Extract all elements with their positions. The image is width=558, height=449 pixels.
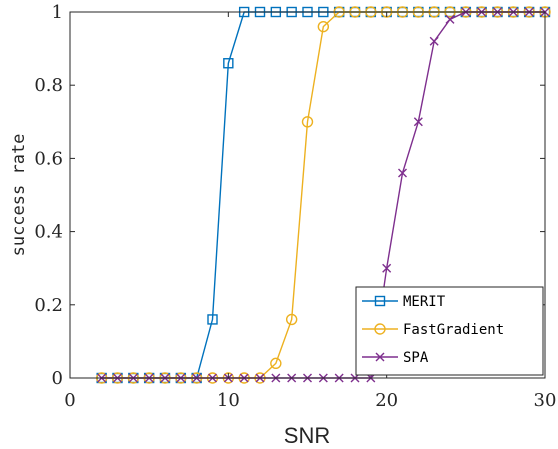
y-tick-label: 0.2 (34, 295, 63, 316)
x-tick-label: 30 (534, 390, 557, 411)
legend: MERIT FastGradient SPA (355, 286, 544, 376)
x-tick-label: 10 (217, 390, 240, 411)
y-tick-label: 0.8 (34, 75, 63, 96)
data-point-spa (382, 263, 392, 273)
y-tick-label: 1 (52, 2, 63, 23)
data-point-fastgradient (317, 20, 330, 33)
axes-box (69, 11, 546, 379)
legend-item-fastgradient: FastGradient (362, 322, 504, 338)
legend-label: MERIT (403, 294, 446, 310)
legend-label: SPA (403, 350, 429, 366)
y-tick-label: 0.6 (34, 148, 63, 169)
data-point-spa (429, 36, 439, 46)
data-point-merit (223, 58, 234, 69)
y-axis-label: success rate (9, 134, 29, 257)
data-point-merit (207, 314, 218, 325)
legend-marker (375, 352, 385, 362)
x-axis-label: SNR (284, 423, 330, 448)
data-point-spa (445, 14, 455, 24)
legend-label: FastGradient (403, 322, 504, 338)
data-point-spa (398, 168, 407, 178)
legend-item-merit: MERIT (362, 294, 446, 310)
y-tick-label: 0.4 (34, 222, 63, 243)
data-point-spa (413, 117, 423, 127)
ticks-layer: 0 10 20 30 0 0.2 0.4 0.6 0.8 1 (34, 2, 556, 411)
x-tick-label: 0 (64, 390, 75, 411)
data-point-fastgradient (301, 116, 314, 128)
data-point-fastgradient (285, 313, 298, 326)
legend-item-spa: SPA (362, 350, 429, 366)
legend-marker (374, 295, 386, 307)
legend-marker (374, 323, 386, 335)
x-tick-label: 20 (375, 390, 398, 411)
y-tick-label: 0 (52, 368, 63, 389)
data-point-fastgradient (270, 357, 282, 370)
